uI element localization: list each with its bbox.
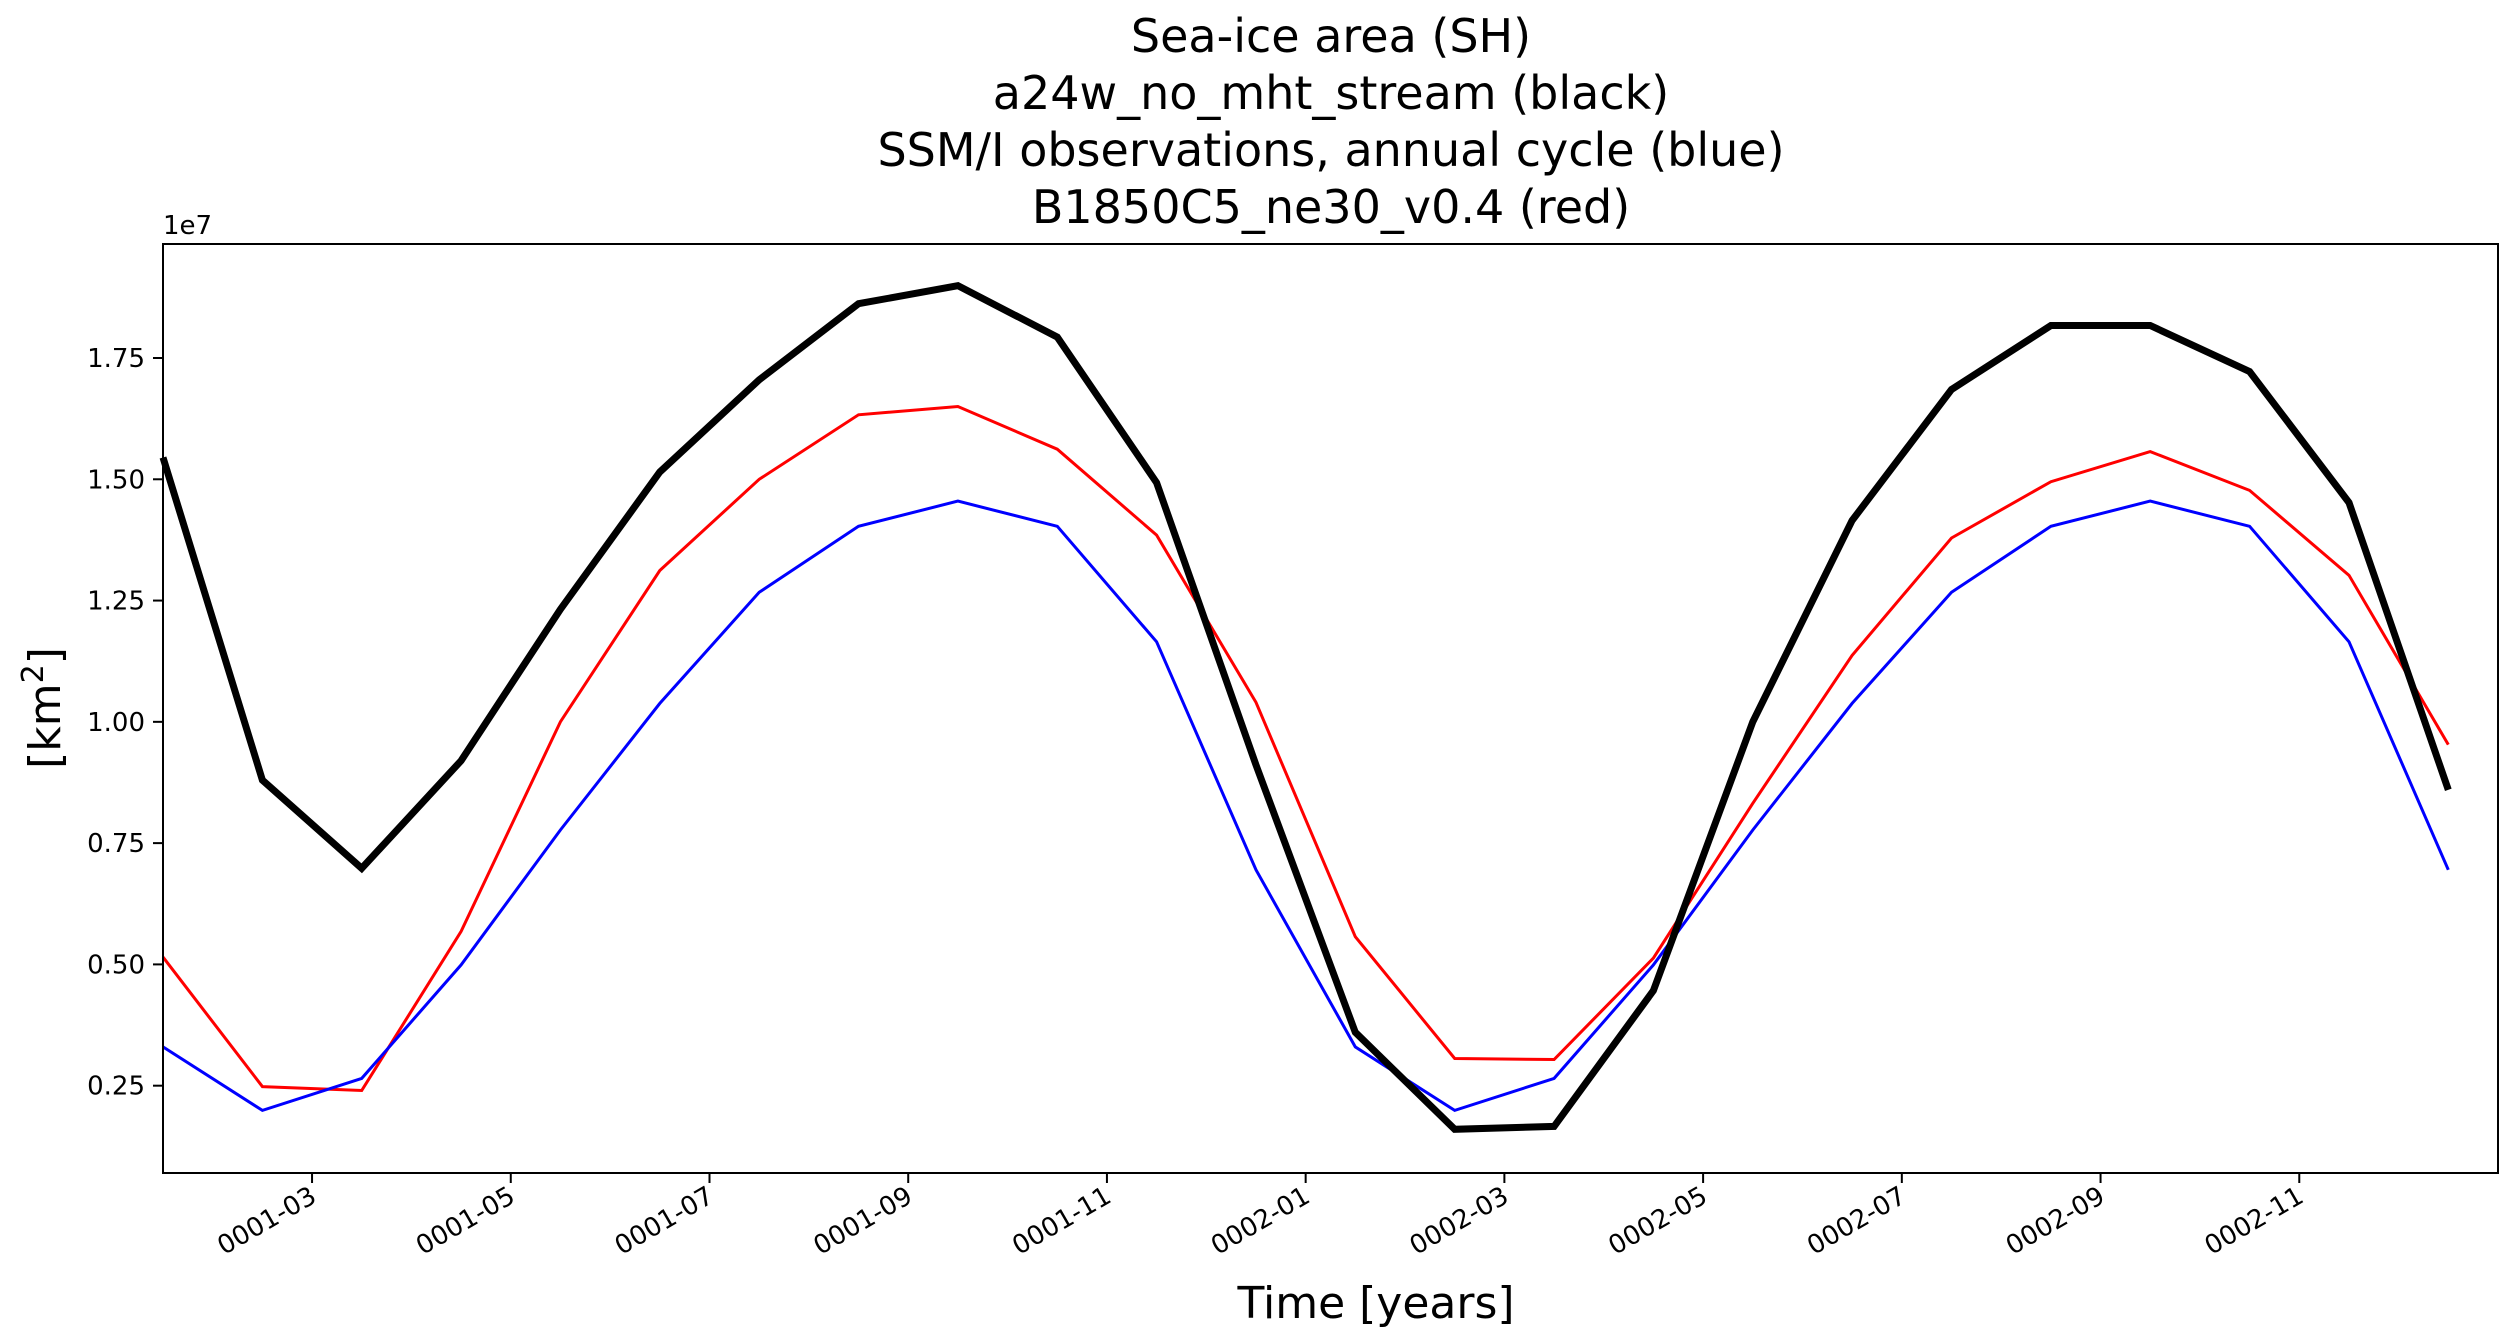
series-line-b1850c5-ne30-v0-4 xyxy=(161,404,2450,1093)
y-tick-label: 1.25 xyxy=(87,587,145,617)
x-tick-label: 0002-09 xyxy=(2001,1181,2110,1261)
y-tick-label: 0.50 xyxy=(87,950,145,980)
x-axis: 0001-03 0001-05 0001-07 0001-09 0001-11 0002-… xyxy=(212,1173,2309,1261)
x-tick-label: 0002-05 xyxy=(1604,1181,1713,1261)
x-tick-label: 0002-11 xyxy=(2200,1181,2309,1261)
y-tick-label: 1.50 xyxy=(87,465,145,495)
y-axis-label-close: ] xyxy=(20,647,71,664)
x-tick-label: 0001-09 xyxy=(809,1181,918,1261)
x-tick-label: 0001-07 xyxy=(610,1181,719,1261)
chart-title-line-2: a24w_no_mht_stream (black) xyxy=(993,66,1669,120)
x-tick-label: 0002-03 xyxy=(1405,1181,1514,1261)
chart-title-line-4: B1850C5_ne30_v0.4 (red) xyxy=(1032,180,1630,234)
chart-title-line-1: Sea-ice area (SH) xyxy=(1131,9,1531,63)
x-tick-label: 0001-11 xyxy=(1007,1181,1116,1261)
y-tick-label: 0.75 xyxy=(87,829,145,859)
y-axis-label: [km2] xyxy=(16,647,72,769)
y-tick-label: 0.25 xyxy=(87,1072,145,1102)
y-axis: 0.25 0.50 0.75 1.00 1.25 1.50 1.75 xyxy=(87,344,163,1102)
y-offset-label: 1e7 xyxy=(163,211,212,241)
y-tick-label: 1.75 xyxy=(87,344,145,374)
y-tick-label: 1.00 xyxy=(87,708,145,738)
x-tick-label: 0002-07 xyxy=(1802,1181,1911,1261)
plot-frame xyxy=(162,243,2499,1174)
x-tick-label: 0001-05 xyxy=(411,1181,520,1261)
x-axis-label: Time [years] xyxy=(1236,1278,1514,1329)
y-axis-label-base: [km xyxy=(20,683,71,769)
chart-title: Sea-ice area (SH)a24w_no_mht_stream (bla… xyxy=(877,9,1784,234)
series-line-a24w-no-mht-stream xyxy=(159,282,2452,1133)
y-axis-label-superscript: 2 xyxy=(16,664,51,683)
plot-area xyxy=(159,282,2452,1133)
chart-title-line-3: SSM/I observations, annual cycle (blue) xyxy=(877,123,1784,177)
x-tick-label: 0002-01 xyxy=(1206,1181,1315,1261)
series-line-ssm-i-observations xyxy=(162,499,2450,1113)
x-tick-label: 0001-03 xyxy=(212,1181,321,1261)
